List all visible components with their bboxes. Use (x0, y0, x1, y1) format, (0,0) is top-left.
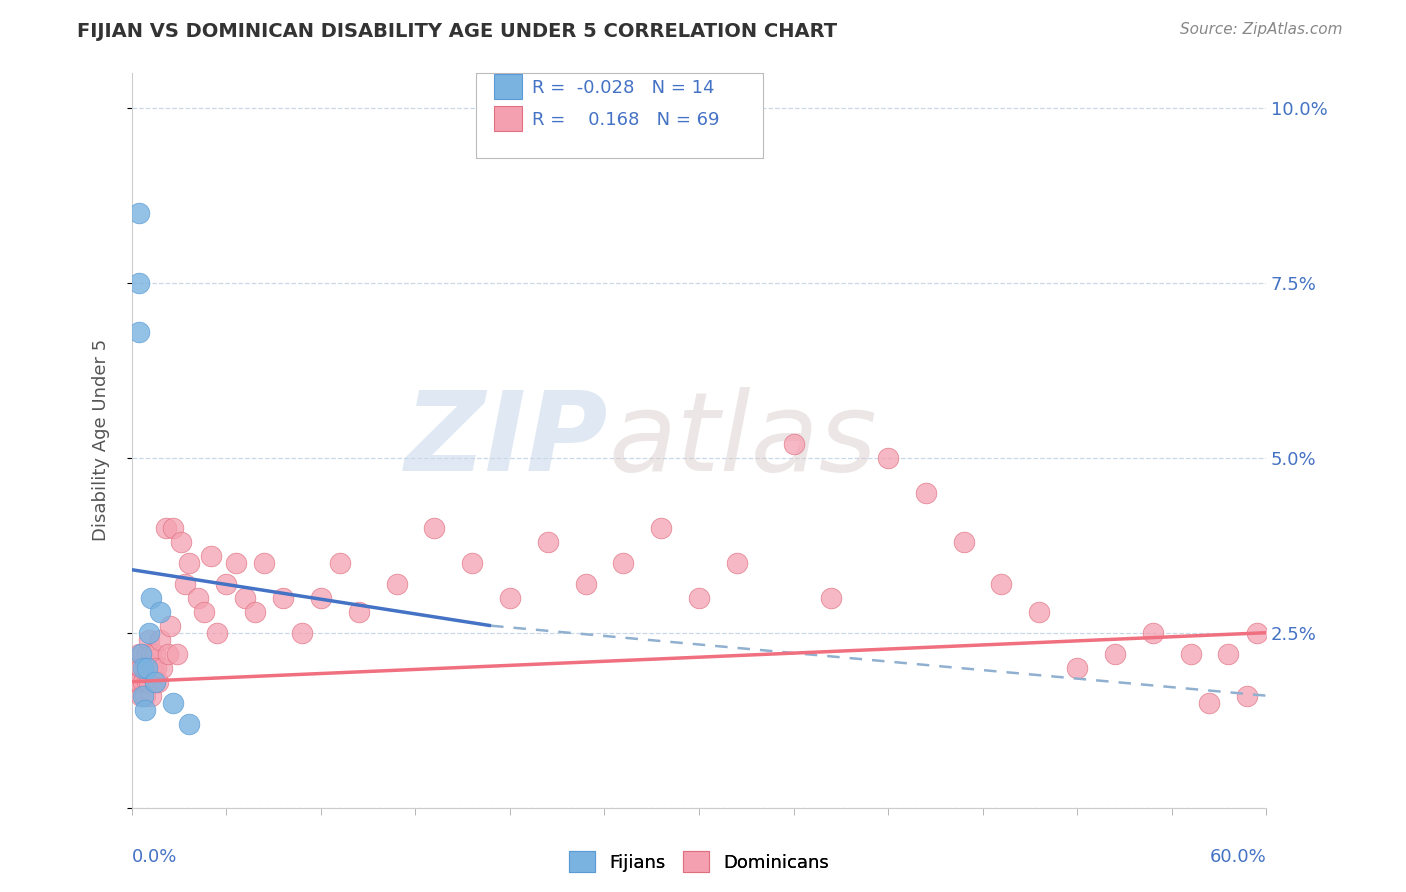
Point (574, 576, 596, 591)
Point (173, 576, 195, 591)
Point (150, 661, 173, 675)
Point (177, 716, 200, 731)
Point (132, 661, 155, 675)
Point (499, 591, 522, 605)
Text: 0.0%: 0.0% (132, 847, 177, 866)
Point (128, 325, 150, 339)
Point (1180, 647, 1202, 661)
Point (329, 556, 352, 570)
Point (148, 674, 170, 689)
Text: R =  -0.028   N = 14: R = -0.028 N = 14 (533, 79, 716, 97)
Point (233, 591, 256, 605)
Point (166, 647, 188, 661)
Point (162, 521, 184, 535)
Point (1218, 647, 1240, 661)
Text: FIJIAN VS DOMINICAN DISABILITY AGE UNDER 5 CORRELATION CHART: FIJIAN VS DOMINICAN DISABILITY AGE UNDER… (77, 22, 838, 41)
Point (139, 689, 162, 703)
Point (205, 625, 228, 640)
Point (990, 576, 1012, 591)
Point (139, 647, 162, 661)
Point (155, 521, 177, 535)
Point (243, 605, 266, 619)
Point (193, 605, 215, 619)
Point (128, 674, 150, 689)
Point (131, 661, 153, 675)
Point (138, 625, 160, 640)
Point (170, 534, 193, 549)
Y-axis label: Disability Age Under 5: Disability Age Under 5 (93, 339, 110, 541)
Point (134, 661, 156, 675)
Point (131, 689, 153, 703)
Point (134, 703, 156, 717)
Point (156, 647, 179, 661)
Point (162, 696, 184, 710)
Point (1066, 661, 1088, 675)
Point (159, 618, 181, 632)
Text: atlas: atlas (609, 387, 877, 494)
Point (461, 556, 484, 570)
Point (134, 689, 156, 703)
Point (650, 521, 672, 535)
Point (136, 674, 159, 689)
Point (142, 661, 165, 675)
Point (132, 647, 155, 661)
Point (537, 534, 560, 549)
Point (877, 450, 900, 465)
Point (149, 632, 172, 647)
Point (128, 647, 150, 661)
Point (143, 674, 166, 689)
Point (1246, 625, 1268, 640)
Point (136, 647, 159, 661)
Text: 60.0%: 60.0% (1209, 847, 1267, 866)
Point (138, 674, 160, 689)
Text: ZIP: ZIP (405, 387, 609, 494)
Point (291, 625, 314, 640)
Text: Source: ZipAtlas.com: Source: ZipAtlas.com (1180, 22, 1343, 37)
Point (143, 647, 166, 661)
Point (914, 485, 936, 500)
Point (309, 591, 332, 605)
Point (782, 437, 804, 451)
Point (1198, 696, 1220, 710)
Point (253, 556, 276, 570)
Point (139, 591, 162, 605)
Point (1028, 605, 1050, 619)
Point (820, 591, 842, 605)
Point (612, 556, 634, 570)
Point (131, 647, 153, 661)
Point (1104, 647, 1126, 661)
Text: R =    0.168   N = 69: R = 0.168 N = 69 (533, 111, 720, 129)
Point (1236, 689, 1258, 703)
Point (138, 632, 160, 647)
Point (145, 661, 167, 675)
Point (127, 674, 149, 689)
Point (177, 556, 200, 570)
Point (952, 534, 974, 549)
Point (187, 591, 209, 605)
Point (225, 556, 247, 570)
Legend: Fijians, Dominicans: Fijians, Dominicans (562, 844, 837, 880)
Point (128, 206, 150, 220)
Point (132, 674, 155, 689)
Point (688, 591, 710, 605)
Point (132, 689, 155, 703)
Point (149, 605, 172, 619)
Point (1142, 625, 1164, 640)
Point (143, 674, 166, 689)
Point (347, 605, 370, 619)
Point (385, 576, 408, 591)
Point (725, 556, 748, 570)
Point (271, 591, 294, 605)
Point (215, 576, 238, 591)
Point (128, 276, 150, 290)
Point (200, 549, 222, 563)
Point (136, 661, 159, 675)
Point (423, 521, 446, 535)
